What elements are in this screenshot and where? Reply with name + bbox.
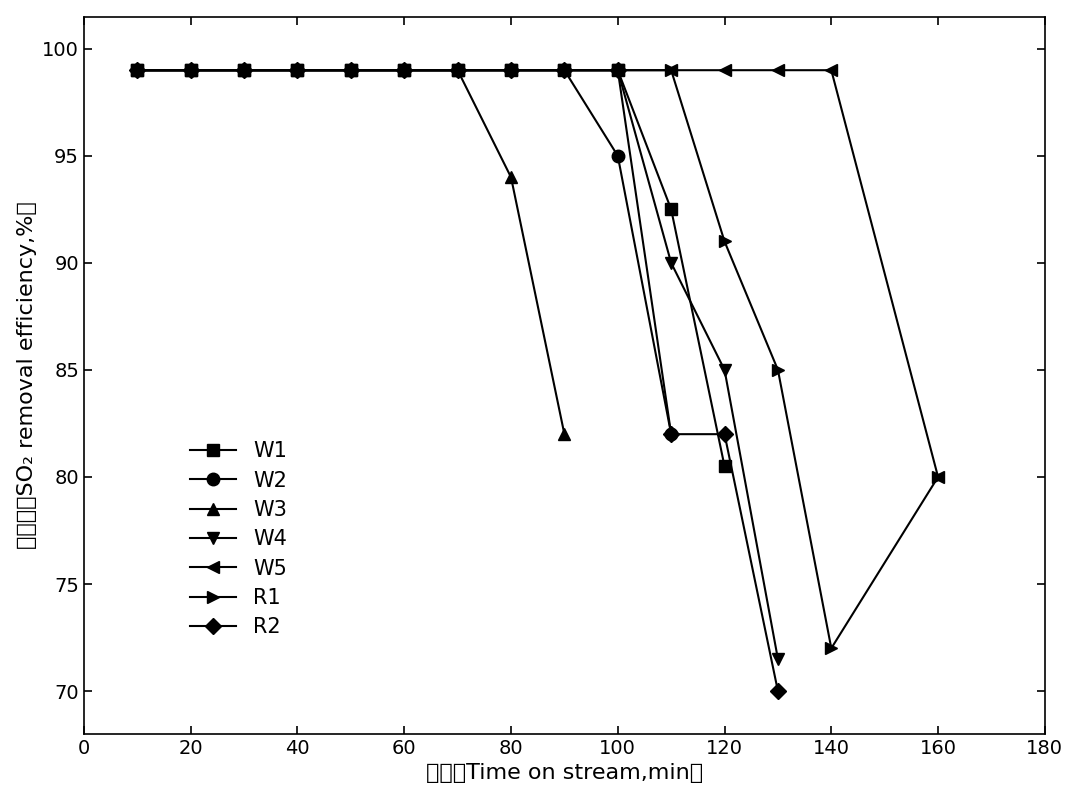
Y-axis label: 脱硫率（SO₂ removal efficiency,%）: 脱硫率（SO₂ removal efficiency,%）: [16, 202, 37, 549]
W4: [611, 66, 624, 75]
W5: [131, 66, 144, 75]
W1: [611, 66, 624, 75]
W4: [664, 258, 677, 268]
W1: [238, 66, 251, 75]
R1: [345, 66, 357, 75]
Line: W3: W3: [131, 64, 570, 441]
W1: [718, 462, 731, 471]
R1: [238, 66, 251, 75]
R1: [611, 66, 624, 75]
W4: [771, 654, 784, 664]
W3: [345, 66, 357, 75]
W5: [185, 66, 198, 75]
R1: [664, 66, 677, 75]
R2: [451, 66, 464, 75]
W2: [131, 66, 144, 75]
W5: [451, 66, 464, 75]
W2: [664, 430, 677, 439]
R2: [238, 66, 251, 75]
W4: [504, 66, 517, 75]
R2: [345, 66, 357, 75]
W4: [238, 66, 251, 75]
W1: [291, 66, 303, 75]
W3: [397, 66, 410, 75]
W4: [397, 66, 410, 75]
R1: [451, 66, 464, 75]
W2: [611, 151, 624, 161]
W3: [451, 66, 464, 75]
W4: [451, 66, 464, 75]
R2: [291, 66, 303, 75]
W2: [397, 66, 410, 75]
R1: [718, 237, 731, 246]
R2: [185, 66, 198, 75]
Line: W1: W1: [131, 64, 731, 473]
R2: [131, 66, 144, 75]
R2: [504, 66, 517, 75]
R2: [718, 430, 731, 439]
W1: [345, 66, 357, 75]
Line: W4: W4: [131, 64, 784, 666]
W2: [558, 66, 571, 75]
W4: [718, 365, 731, 374]
Line: W2: W2: [131, 64, 677, 441]
Line: R1: R1: [131, 64, 944, 654]
R1: [397, 66, 410, 75]
W1: [451, 66, 464, 75]
R1: [504, 66, 517, 75]
R1: [825, 643, 838, 653]
W5: [932, 472, 945, 482]
W5: [291, 66, 303, 75]
R1: [932, 472, 945, 482]
W4: [291, 66, 303, 75]
W5: [345, 66, 357, 75]
W5: [825, 66, 838, 75]
W5: [718, 66, 731, 75]
W5: [558, 66, 571, 75]
W5: [504, 66, 517, 75]
W1: [664, 205, 677, 214]
W1: [397, 66, 410, 75]
R1: [291, 66, 303, 75]
W3: [291, 66, 303, 75]
W3: [558, 430, 571, 439]
R2: [558, 66, 571, 75]
W2: [451, 66, 464, 75]
R1: [558, 66, 571, 75]
W4: [558, 66, 571, 75]
R2: [771, 686, 784, 696]
W3: [131, 66, 144, 75]
W1: [185, 66, 198, 75]
W3: [504, 173, 517, 182]
X-axis label: 时间（Time on stream,min）: 时间（Time on stream,min）: [426, 763, 703, 783]
W4: [131, 66, 144, 75]
W5: [771, 66, 784, 75]
W5: [238, 66, 251, 75]
R2: [611, 66, 624, 75]
W3: [238, 66, 251, 75]
W1: [558, 66, 571, 75]
R1: [771, 365, 784, 374]
W1: [504, 66, 517, 75]
R2: [397, 66, 410, 75]
R1: [185, 66, 198, 75]
W5: [397, 66, 410, 75]
W2: [185, 66, 198, 75]
W3: [185, 66, 198, 75]
W5: [664, 66, 677, 75]
Line: R2: R2: [132, 65, 783, 697]
W2: [291, 66, 303, 75]
W1: [131, 66, 144, 75]
Line: W5: W5: [131, 64, 944, 483]
Legend: W1, W2, W3, W4, W5, R1, R2: W1, W2, W3, W4, W5, R1, R2: [190, 441, 287, 638]
W5: [611, 66, 624, 75]
W2: [238, 66, 251, 75]
W4: [185, 66, 198, 75]
W4: [345, 66, 357, 75]
W2: [345, 66, 357, 75]
R2: [664, 430, 677, 439]
W2: [504, 66, 517, 75]
R1: [131, 66, 144, 75]
